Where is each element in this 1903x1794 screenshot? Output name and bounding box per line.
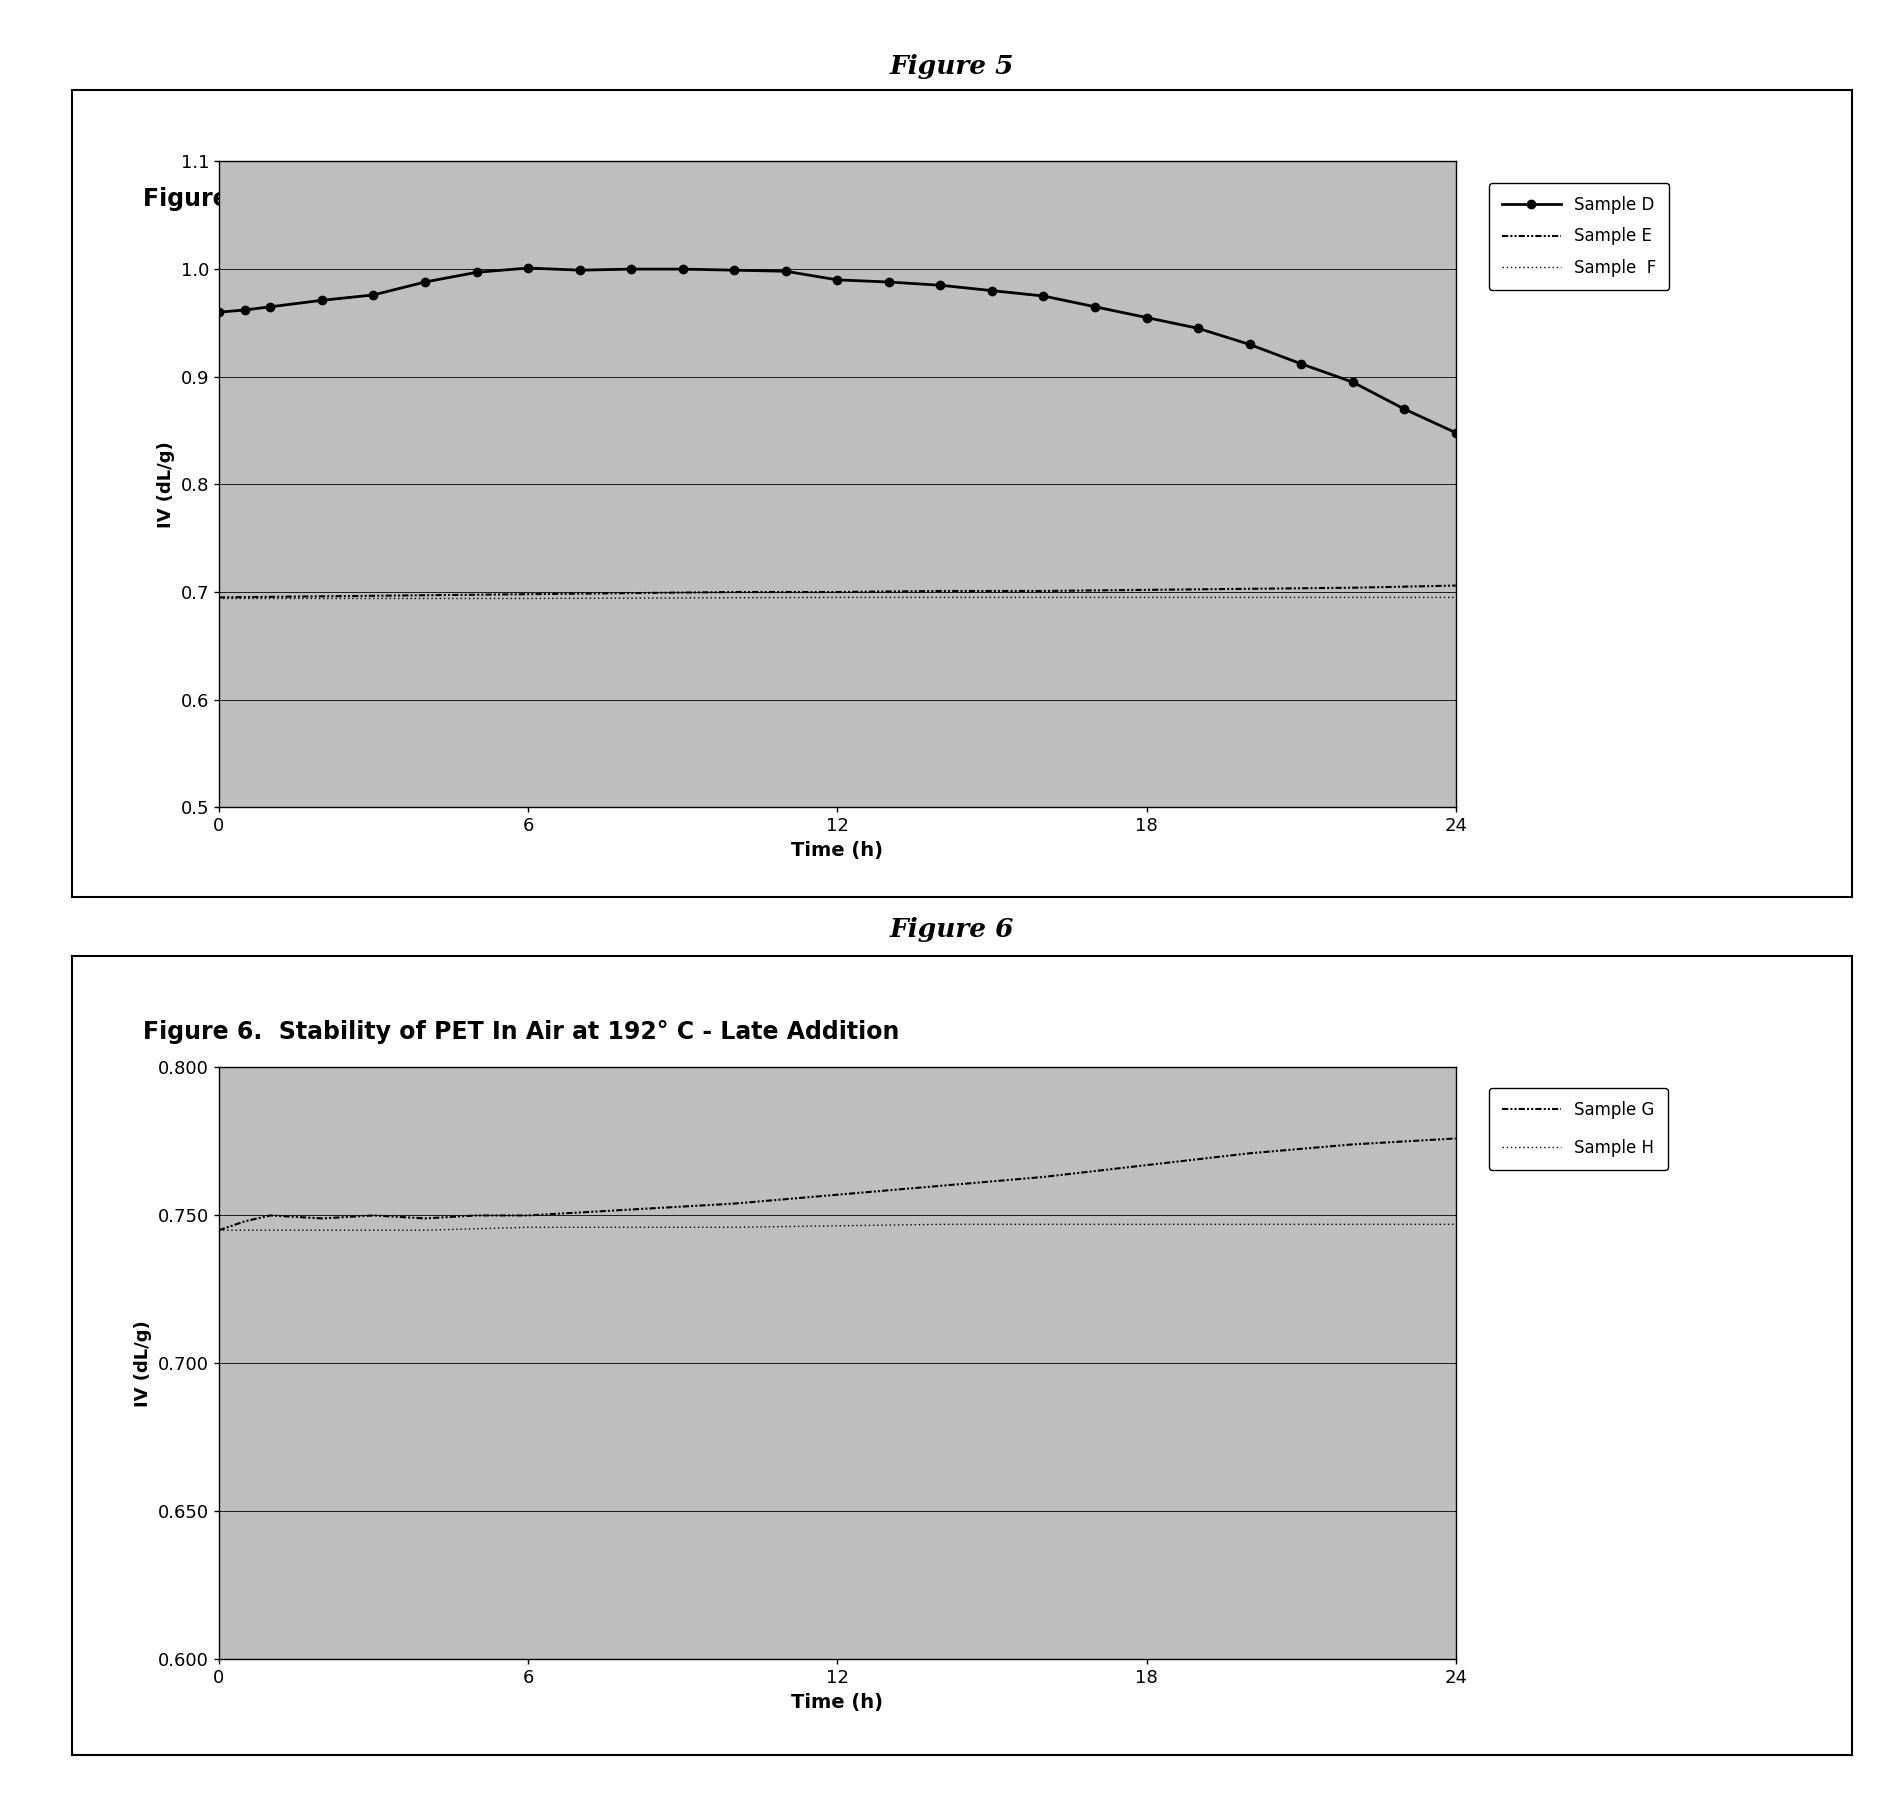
Text: Figure 5: Figure 5 (889, 54, 1014, 79)
Y-axis label: IV (dL/g): IV (dL/g) (158, 441, 175, 527)
Sample D (1239, 334, 1262, 355)
Sample E (1444, 574, 1467, 596)
Sample H (413, 1220, 436, 1241)
Sample E (723, 581, 746, 603)
Sample  F (1444, 587, 1467, 608)
Text: Figure 6: Figure 6 (889, 917, 1014, 942)
Sample G (1134, 1154, 1157, 1175)
Sample E (826, 581, 849, 603)
Sample D (207, 301, 230, 323)
Sample D (1187, 318, 1210, 339)
Sample G (413, 1207, 436, 1229)
Sample E (620, 583, 643, 605)
Sample G (723, 1193, 746, 1215)
Sample D (929, 274, 952, 296)
Sample G (207, 1220, 230, 1241)
Legend: Sample G, Sample H: Sample G, Sample H (1488, 1087, 1667, 1170)
Sample D (259, 296, 282, 318)
Sample  F (207, 588, 230, 610)
Y-axis label: IV (dL/g): IV (dL/g) (135, 1320, 152, 1406)
Sample D (310, 289, 333, 310)
Sample D (723, 260, 746, 282)
Sample D (1290, 353, 1313, 375)
Line: Sample G: Sample G (219, 1139, 1456, 1231)
Sample D (1031, 285, 1054, 307)
Sample  F (516, 588, 540, 610)
Sample G (620, 1198, 643, 1220)
Legend: Sample D, Sample E, Sample  F: Sample D, Sample E, Sample F (1488, 183, 1669, 291)
Sample G (310, 1207, 333, 1229)
Sample E (1134, 579, 1157, 601)
Sample G (1444, 1128, 1467, 1150)
Sample G (234, 1211, 257, 1232)
Sample D (672, 258, 695, 280)
Sample H (1342, 1213, 1364, 1234)
Sample H (516, 1216, 540, 1238)
Sample E (413, 585, 436, 606)
Sample G (1342, 1134, 1364, 1155)
Sample  F (826, 587, 849, 608)
Text: Figure 5.  Stability of PET In Air at 192° C - Addn. at Prepolymer Stage: Figure 5. Stability of PET In Air at 192… (143, 187, 1081, 210)
Sample H (207, 1220, 230, 1241)
Sample  F (1134, 587, 1157, 608)
Sample G (929, 1175, 952, 1197)
Sample G (1031, 1166, 1054, 1188)
Line: Sample D: Sample D (215, 264, 1460, 438)
Sample D (464, 262, 487, 283)
Sample E (516, 583, 540, 605)
Sample D (1134, 307, 1157, 328)
Sample E (1239, 578, 1262, 599)
Sample H (1444, 1213, 1467, 1234)
X-axis label: Time (h): Time (h) (792, 841, 883, 859)
Text: Figure 6.  Stability of PET In Air at 192° C - Late Addition: Figure 6. Stability of PET In Air at 192… (143, 1021, 900, 1044)
Sample D (413, 271, 436, 292)
X-axis label: Time (h): Time (h) (792, 1694, 883, 1711)
Sample D (1083, 296, 1106, 318)
Sample D (1444, 422, 1467, 443)
Sample D (620, 258, 643, 280)
Sample D (234, 300, 257, 321)
Sample D (569, 260, 592, 282)
Sample D (516, 257, 540, 278)
Sample D (362, 283, 384, 305)
Sample D (1393, 398, 1416, 420)
Sample E (310, 585, 333, 606)
Sample D (826, 269, 849, 291)
Sample G (1239, 1143, 1262, 1164)
Line: Sample E: Sample E (219, 585, 1456, 597)
Sample D (980, 280, 1003, 301)
Sample D (775, 260, 797, 282)
Sample G (259, 1206, 282, 1227)
Sample H (929, 1213, 952, 1234)
Sample E (1031, 579, 1054, 601)
Sample E (207, 587, 230, 608)
Sample E (1342, 578, 1364, 599)
Sample H (1134, 1213, 1157, 1234)
Sample H (723, 1216, 746, 1238)
Sample G (826, 1184, 849, 1206)
Sample E (929, 579, 952, 601)
Sample D (1342, 371, 1364, 393)
Sample D (877, 271, 900, 292)
Line: Sample H: Sample H (219, 1224, 1456, 1231)
Sample G (516, 1206, 540, 1227)
Sample H (310, 1220, 333, 1241)
Sample G (464, 1206, 487, 1227)
Sample G (362, 1206, 384, 1227)
